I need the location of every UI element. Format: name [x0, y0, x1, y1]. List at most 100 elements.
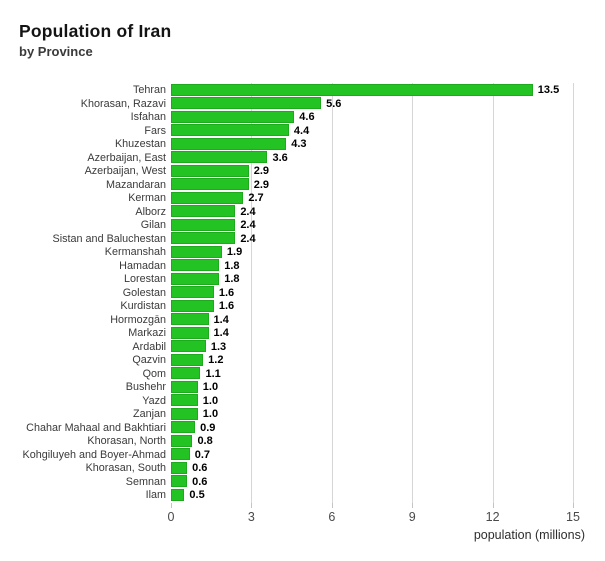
x-tick-15 [573, 503, 574, 508]
value-label: 0.5 [189, 489, 205, 501]
value-label: 0.6 [192, 475, 208, 488]
value-label: 1.4 [213, 327, 229, 339]
category-label: Markazi [128, 327, 166, 339]
category-label: Hormozgān [110, 313, 166, 326]
value-label: 4.4 [293, 124, 310, 137]
bar [171, 218, 236, 231]
category-label: Fars [144, 124, 166, 137]
value-label: 1.6 [218, 300, 235, 312]
category-label: Mazandaran [105, 178, 166, 191]
category-label: Ilam [145, 489, 166, 501]
value-label: 0.8 [197, 435, 213, 447]
category-label: Ardabil [132, 340, 166, 353]
category-label: Lorestan [123, 273, 166, 285]
category-label: Khuzestan [114, 138, 166, 150]
value-label: 2.4 [240, 219, 256, 231]
x-tick-label-15: 15 [566, 510, 580, 524]
bar [171, 137, 287, 150]
value-label: 0.6 [192, 462, 208, 474]
category-label: Khorasan, South [85, 462, 166, 474]
category-label: Azerbaijan, West [84, 165, 166, 177]
bar [171, 461, 188, 474]
category-label: Kohgiluyeh and Boyer-Ahmad [22, 448, 166, 461]
value-label: 1.4 [213, 313, 229, 326]
category-label: Azerbaijan, East [87, 151, 166, 164]
category-label: Sistan and Baluchestan [52, 232, 166, 245]
bar [171, 340, 206, 352]
bar [171, 299, 214, 312]
category-label: Khorasan, North [87, 435, 166, 447]
x-tick-6 [331, 503, 333, 508]
bar [171, 367, 201, 379]
gridline-6 [331, 83, 333, 503]
category-label: Qazvin [132, 354, 166, 366]
bar [171, 286, 214, 298]
bar [171, 394, 198, 406]
bar [171, 313, 209, 325]
value-label: 1.0 [202, 408, 219, 420]
value-label: 0.9 [200, 421, 216, 434]
gridline-15 [573, 83, 574, 503]
category-label: Golestan [122, 286, 166, 299]
category-label: Zanjan [132, 408, 166, 420]
gridline-3 [251, 83, 253, 503]
category-label: Chahar Mahaal and Bakhtiari [26, 421, 166, 434]
category-label: Khorasan, Razavi [80, 97, 166, 110]
value-label: 1.2 [208, 354, 224, 366]
category-label: Bushehr [125, 381, 166, 393]
bar [171, 191, 244, 204]
value-label: 1.0 [202, 381, 219, 393]
bar [171, 407, 198, 420]
chart-subtitle: by Province [19, 44, 93, 59]
value-label: 13.5 [537, 84, 560, 96]
x-tick-label-9: 9 [408, 510, 416, 524]
value-label: 4.3 [291, 138, 307, 150]
x-tick-label-12: 12 [485, 510, 500, 524]
category-label: Kurdistan [120, 300, 166, 312]
value-label: 1.9 [226, 246, 243, 258]
category-label: Yazd [142, 394, 166, 407]
bar [171, 353, 204, 366]
bar [171, 380, 198, 393]
bar [171, 259, 220, 271]
value-label: 1.0 [202, 394, 219, 407]
bar [171, 434, 193, 447]
bar [171, 421, 196, 433]
bar [171, 232, 236, 244]
x-tick-label-6: 6 [328, 510, 336, 524]
bar [171, 326, 209, 339]
x-tick-12 [492, 503, 494, 508]
bar [171, 475, 188, 487]
bar [171, 83, 533, 96]
bar [171, 205, 236, 217]
value-label: 2.7 [248, 192, 264, 204]
x-axis-title: population (millions) [473, 528, 585, 542]
value-label: 5.6 [326, 97, 342, 110]
value-label: 0.7 [194, 448, 211, 461]
value-label: 4.6 [299, 111, 315, 123]
value-label: 3.6 [272, 151, 288, 164]
value-label: 2.4 [240, 205, 256, 218]
category-label: Tehran [132, 84, 166, 96]
x-tick-label-0: 0 [167, 510, 175, 524]
bar [171, 151, 268, 163]
bar [171, 178, 249, 190]
category-label: Isfahan [130, 111, 166, 123]
category-label: Alborz [135, 205, 166, 218]
x-tick-0 [171, 503, 172, 508]
bar [171, 272, 220, 285]
category-label: Hamadan [119, 259, 166, 272]
category-label: Gilan [140, 219, 166, 231]
x-tick-9 [412, 503, 414, 508]
x-tick-3 [251, 503, 253, 508]
bar [171, 164, 249, 177]
gridline-9 [412, 83, 414, 503]
bar [171, 97, 322, 109]
category-label: Qom [142, 367, 166, 380]
value-label: 1.6 [218, 286, 235, 299]
bar [171, 488, 185, 501]
chart-title: Population of Iran [19, 21, 172, 41]
category-label: Kermanshah [104, 246, 166, 258]
value-label: 1.8 [224, 273, 240, 285]
